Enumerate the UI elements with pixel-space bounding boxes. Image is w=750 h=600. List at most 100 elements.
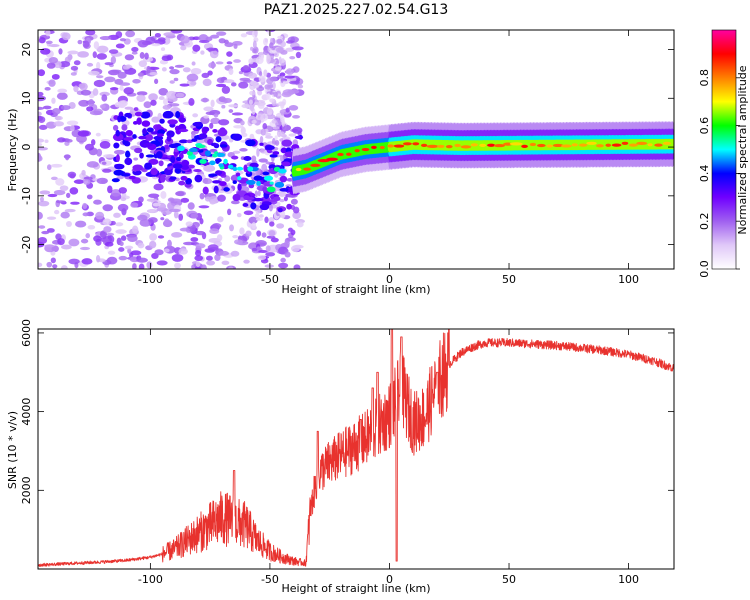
spectrogram-cell xyxy=(233,125,244,129)
spectrogram-cell xyxy=(470,143,478,147)
spectrogram-cell xyxy=(107,185,113,194)
spectrogram-cell xyxy=(255,113,264,121)
spectrogram-cell xyxy=(232,133,243,141)
spectrogram-cell xyxy=(239,227,245,235)
spectrogram-cell xyxy=(156,133,165,137)
colorbar-tick-label: 0.8 xyxy=(698,69,711,87)
spectrogram-cell xyxy=(38,106,45,111)
spectrogram-cell xyxy=(223,187,230,192)
spectrogram-cell xyxy=(236,166,244,171)
spectrogram-cell xyxy=(284,251,291,258)
spectrogram-cell xyxy=(38,142,43,147)
spectrogram-cell xyxy=(158,160,164,167)
spectrogram-cell xyxy=(254,30,258,38)
spectrogram-cell xyxy=(142,128,148,135)
spectrogram-cell xyxy=(118,247,125,252)
spectrogram-y-tick-label: -10 xyxy=(20,187,33,205)
spectrogram-cell xyxy=(132,263,137,269)
spectrogram-cell xyxy=(272,151,280,155)
spectrogram-cell xyxy=(157,235,165,239)
spectrogram-cell xyxy=(42,105,52,110)
spectrogram-cell xyxy=(154,249,164,256)
spectrogram-cell xyxy=(102,168,112,173)
spectrogram-cell xyxy=(218,163,224,168)
spectrogram-cell xyxy=(175,191,185,197)
spectrogram-cell xyxy=(93,41,100,50)
spectrogram-cell xyxy=(202,126,210,132)
spectrogram-cell xyxy=(265,252,276,257)
spectrogram-cell xyxy=(130,202,139,208)
spectrogram-cell xyxy=(148,93,158,101)
spectrogram-cell xyxy=(217,128,228,137)
spectrogram-cell xyxy=(90,139,96,146)
spectrogram-cell xyxy=(209,200,216,205)
spectrogram-cell xyxy=(59,185,69,192)
spectrogram-y-tick-label: 10 xyxy=(20,91,33,105)
spectrogram-cell xyxy=(192,36,201,41)
spectrogram-cell xyxy=(295,51,302,59)
spectrogram-cell xyxy=(180,35,190,44)
spectrogram-cell xyxy=(80,89,92,96)
spectrogram-cell xyxy=(271,119,277,124)
spectrogram-cell xyxy=(293,264,301,269)
spectrogram-cell xyxy=(259,142,264,146)
spectrogram-cell xyxy=(38,37,46,44)
spectrogram-cell xyxy=(178,128,189,133)
spectrogram-cell xyxy=(230,82,237,87)
spectrogram-cell xyxy=(112,124,119,131)
spectrogram-cell xyxy=(131,225,139,234)
spectrogram-cell xyxy=(136,91,148,96)
spectrogram-cell xyxy=(65,154,70,161)
spectrogram-cell xyxy=(215,152,226,157)
spectrogram-cell xyxy=(190,81,197,86)
spectrogram-cell xyxy=(286,203,292,210)
spectrogram-cell xyxy=(276,38,283,44)
spectrogram-cell xyxy=(257,255,267,261)
spectrogram-cell xyxy=(38,91,44,97)
spectrogram-cell xyxy=(138,196,144,203)
spectrogram-cell xyxy=(172,163,183,170)
spectrogram-cell xyxy=(636,141,648,146)
spectrogram-cell xyxy=(258,158,268,163)
spectrogram-cell xyxy=(209,122,214,129)
spectrogram-cell xyxy=(51,73,60,80)
spectrogram-cell xyxy=(240,182,248,187)
spectrogram-cell xyxy=(263,175,274,181)
spectrogram-cell xyxy=(192,121,203,127)
spectrogram-cell xyxy=(216,234,223,242)
spectrogram-cell xyxy=(276,223,285,229)
spectrogram-y-label: Frequency (Hz) xyxy=(6,109,19,192)
spectrogram-cell xyxy=(86,106,94,112)
spectrogram-cell xyxy=(263,69,268,77)
spectrogram-cell xyxy=(141,168,148,173)
spectrogram-cell xyxy=(164,144,170,150)
spectrogram-cell xyxy=(204,150,212,157)
spectrogram-cell xyxy=(166,239,172,248)
spectrogram-cell xyxy=(65,139,73,143)
spectrogram-cell xyxy=(174,262,181,269)
spectrogram-cell xyxy=(64,208,76,213)
spectrogram-cell xyxy=(209,228,220,235)
spectrogram-cell xyxy=(179,139,189,144)
spectrogram-cell xyxy=(67,171,77,178)
spectrogram-cell xyxy=(218,250,230,256)
spectrogram-cell xyxy=(243,155,252,161)
spectrogram-cell xyxy=(258,249,269,253)
spectrogram-cell xyxy=(288,133,297,137)
spectrogram-cell xyxy=(167,201,176,210)
spectrogram-cell xyxy=(206,47,218,51)
spectrogram-cell xyxy=(180,175,188,181)
colorbar-tick-label: 0.4 xyxy=(698,165,711,183)
spectrogram-cell xyxy=(277,207,283,213)
spectrogram-cell xyxy=(139,152,144,159)
spectrogram-cell xyxy=(195,230,206,236)
spectrogram-cell xyxy=(148,158,159,165)
spectrogram-cell xyxy=(46,216,57,220)
spectrogram-cell xyxy=(69,187,79,195)
spectrogram-cell xyxy=(99,140,111,149)
spectrogram-cell xyxy=(237,183,242,191)
spectrogram-cell xyxy=(248,242,259,250)
spectrogram-cell xyxy=(346,152,352,156)
spectrogram-cell xyxy=(169,208,181,213)
spectrogram-cell xyxy=(493,143,506,148)
